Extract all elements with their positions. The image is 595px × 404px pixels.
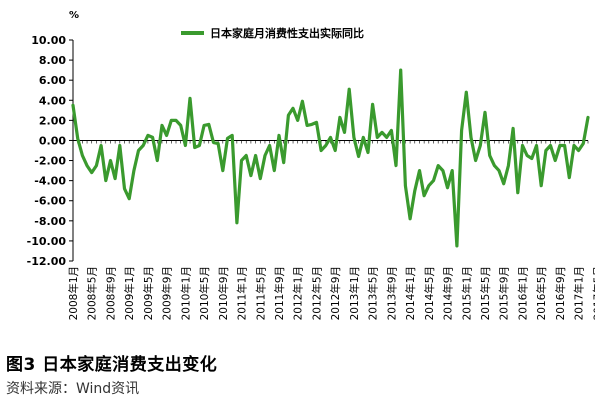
y-tick-label: 4.00 bbox=[39, 94, 66, 107]
y-tick-label: 10.00 bbox=[31, 34, 66, 47]
unit-label: % bbox=[69, 10, 79, 21]
x-tick-label: 2015年9月 bbox=[498, 266, 511, 320]
x-tick-label: 2009年5月 bbox=[142, 266, 155, 320]
series-group bbox=[71, 68, 590, 248]
x-tick-label: 2012年5月 bbox=[310, 266, 323, 320]
x-tick-label: 2009年9月 bbox=[161, 266, 174, 320]
x-tick-label: 2015年5月 bbox=[479, 266, 492, 320]
x-tick-label: 2013年5月 bbox=[367, 266, 380, 320]
x-tick-label: 2008年1月 bbox=[67, 266, 80, 320]
x-tick-label: 2015年1月 bbox=[460, 266, 473, 320]
x-tick-label: 2011年5月 bbox=[254, 266, 267, 320]
x-tick-label: 2014年9月 bbox=[442, 266, 455, 320]
y-tick-label: -4.00 bbox=[34, 175, 66, 188]
x-tick-label: 2009年1月 bbox=[123, 266, 136, 320]
y-tick-label: 8.00 bbox=[39, 54, 66, 67]
x-tick-label: 2012年1月 bbox=[292, 266, 305, 320]
x-tick-label: 2010年1月 bbox=[179, 266, 192, 320]
x-tick-label: 2017年5月 bbox=[591, 266, 595, 320]
x-tick-label: 2017年1月 bbox=[573, 266, 586, 320]
x-tick-label: 2008年5月 bbox=[86, 266, 99, 320]
x-tick-label: 2016年9月 bbox=[554, 266, 567, 320]
y-tick-label: -12.00 bbox=[27, 255, 67, 268]
line-chart: 10.00 8.00 6.00 4.00 2.00 0.00 -2.00 -4.00 -6.00… bbox=[27, 10, 595, 320]
x-tick-label: 2012年9月 bbox=[329, 266, 342, 320]
y-tick-label: -2.00 bbox=[34, 155, 66, 168]
y-tick-label: -8.00 bbox=[34, 215, 66, 228]
x-tick-label: 2014年5月 bbox=[423, 266, 436, 320]
x-tick-label: 2011年1月 bbox=[236, 266, 249, 320]
y-axis: 10.00 8.00 6.00 4.00 2.00 0.00 -2.00 -4.00 -6.00… bbox=[27, 34, 74, 268]
x-tick-label: 2010年5月 bbox=[198, 266, 211, 320]
x-tick-label: 2008年9月 bbox=[104, 266, 117, 320]
legend-label: 日本家庭月消费性支出实际同比 bbox=[210, 26, 364, 40]
x-tick-label: 2010年9月 bbox=[217, 266, 230, 320]
y-tick-label: 6.00 bbox=[39, 74, 66, 87]
y-tick-label: 2.00 bbox=[39, 114, 66, 127]
x-axis: 2008年1月 2008年5月 2008年9月 2009年1月 2009年5月 2009年… bbox=[67, 139, 595, 320]
x-tick-label: 2013年9月 bbox=[385, 266, 398, 320]
legend: 日本家庭月消费性支出实际同比 bbox=[181, 26, 364, 40]
x-tick-label: 2013年1月 bbox=[348, 266, 361, 320]
figure-caption: 图3 日本家庭消费支出变化 bbox=[6, 355, 218, 375]
x-tick-label: 2011年9月 bbox=[273, 266, 286, 320]
y-tick-label: 0.00 bbox=[39, 134, 66, 147]
x-tick-label: 2016年1月 bbox=[516, 266, 529, 320]
y-tick-label: -6.00 bbox=[34, 195, 66, 208]
x-tick-label: 2016年5月 bbox=[535, 266, 548, 320]
series-line bbox=[71, 68, 590, 248]
y-tick-label: -10.00 bbox=[27, 235, 67, 248]
source-note: 资料来源：Wind资讯 bbox=[6, 381, 140, 397]
x-tick-label: 2014年1月 bbox=[404, 266, 417, 320]
